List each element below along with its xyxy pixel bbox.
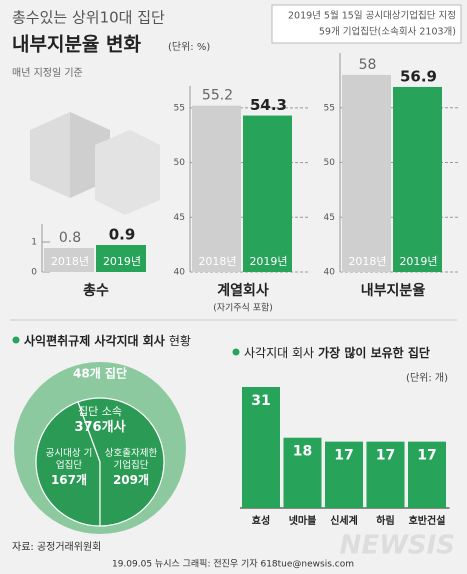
category-label: 신세계	[330, 514, 358, 527]
pie-sector	[77, 397, 165, 527]
section-title: 사익편취규제 사각지대 회사 현황	[24, 333, 191, 348]
value-label: 0.8	[59, 230, 81, 246]
building-icon	[30, 112, 160, 215]
value-label: 56.9	[400, 67, 437, 85]
value-label: 58	[359, 57, 377, 73]
bar	[325, 441, 363, 508]
category-label: 2018년	[198, 255, 236, 268]
value-label: 54.3	[250, 96, 287, 114]
value-label: 167개	[50, 473, 88, 487]
category-label: 하림	[376, 514, 394, 527]
y-tick-label: 50	[324, 158, 336, 168]
unit: (단위: %)	[168, 40, 210, 53]
value-label: 17	[376, 448, 395, 464]
bar	[366, 441, 405, 508]
y-tick-label: 40	[324, 268, 336, 278]
y-tick-label: 50	[174, 158, 186, 168]
value-label: 0.9	[109, 226, 136, 244]
panel-subtitle: (자기주식 포함)	[213, 303, 273, 314]
y-tick-label: 55	[174, 103, 185, 113]
note: 2019년 5월 15일 공시대상기업집단 지정	[288, 10, 456, 22]
bar	[243, 115, 292, 273]
category-label: 효성	[252, 514, 270, 527]
y-tick-label: 55	[324, 103, 335, 113]
subtitle: 내부지분율 변화	[12, 34, 141, 56]
bar	[96, 245, 146, 272]
category-label: 공시대상 기업집단	[45, 448, 93, 471]
bar	[283, 437, 322, 508]
note: 59개 기업집단(소속회사 2103개)	[319, 26, 456, 38]
category-label: 2018년	[348, 255, 386, 268]
y-tick-label: 40	[174, 268, 186, 278]
note-box	[271, 4, 462, 44]
panel-title: 계열회사	[217, 282, 269, 299]
category-label: 넷마블	[289, 514, 317, 527]
y-tick-label: 45	[324, 213, 335, 223]
category-label: 2019년	[249, 255, 287, 268]
category-label: 상호출자제한 기업집단	[104, 448, 158, 471]
title-part: 사익편취규제 사각지대 회사	[24, 333, 165, 348]
y-tick-label: 1	[31, 238, 37, 248]
section-title: 사각지대 회사 가장 많이 보유한 집단	[244, 345, 430, 360]
basis: 매년 지정일 기준	[12, 67, 83, 79]
logo: NEWSIS	[340, 531, 455, 561]
credit: 19.09.05 뉴시스 그래픽: 전진우 기자 618tue@newsis.c…	[112, 559, 354, 570]
category-label: 2019년	[399, 255, 437, 268]
total-title: 집단 소속	[78, 405, 122, 418]
value-label: 209개	[112, 473, 150, 487]
panel-title: 총수	[83, 283, 109, 299]
title-part: 사각지대 회사	[244, 346, 314, 360]
source: 자료: 공정거래위원회	[12, 540, 101, 553]
title-part: 가장 많이 보유한 집단	[318, 345, 430, 360]
bar	[192, 105, 241, 272]
y-tick-label: 45	[174, 213, 185, 223]
pie-sector	[35, 401, 101, 527]
bullet	[12, 336, 20, 344]
category-label: 2018년	[51, 255, 89, 268]
category-label: 2019년	[103, 255, 141, 268]
bullet	[232, 348, 240, 356]
y-tick-label: 0	[31, 268, 37, 278]
value-label: 18	[293, 444, 312, 460]
bar	[342, 74, 391, 273]
title-part: 현황	[169, 334, 191, 348]
outer-label: 48개 집단	[73, 366, 127, 381]
bar	[408, 441, 446, 508]
panel-title: 내부지분율	[361, 282, 426, 299]
bar	[44, 248, 94, 272]
bar	[242, 387, 280, 508]
value-label: 55.2	[202, 88, 233, 104]
total-label: 376개사	[74, 420, 126, 435]
value-label: 31	[251, 393, 270, 409]
bar	[393, 86, 442, 272]
unit: (단위: 개)	[406, 371, 448, 384]
value-label: 17	[334, 448, 353, 464]
category-label: 호반건설	[409, 514, 446, 527]
value-label: 17	[417, 448, 436, 464]
title: 총수있는 상위10대 집단	[12, 9, 165, 27]
